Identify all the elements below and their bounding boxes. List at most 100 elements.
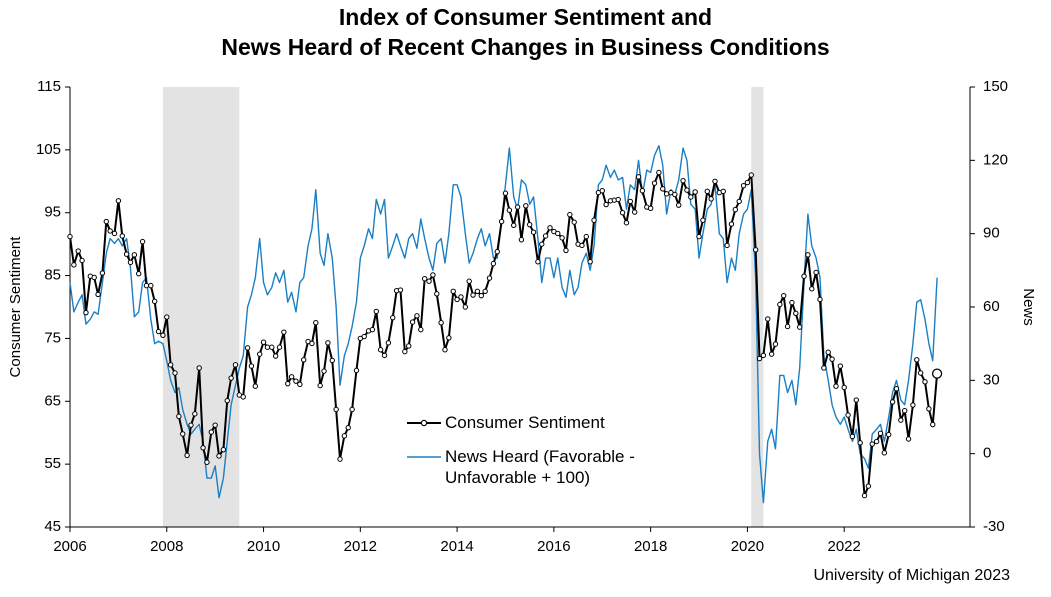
data-point: [821, 365, 827, 371]
data-point: [680, 177, 686, 184]
data-point: [136, 270, 142, 277]
y-tick-label: 85: [44, 267, 61, 284]
data-point: [260, 339, 267, 345]
data-point: [188, 422, 194, 428]
data-point: [486, 275, 493, 281]
data-point: [518, 237, 525, 243]
data-point: [857, 440, 863, 446]
data-point: [704, 188, 710, 195]
data-point: [180, 431, 186, 437]
data-point: [905, 436, 912, 442]
data-point: [406, 343, 412, 349]
data-point: [111, 230, 118, 237]
data-point: [131, 252, 138, 258]
data-point: [127, 259, 134, 266]
data-point: [466, 278, 472, 284]
data-point: [917, 370, 924, 376]
data-point: [744, 179, 751, 186]
chart-title: News Heard of Recent Changes in Business…: [221, 34, 830, 60]
data-point: [853, 397, 859, 403]
data-point: [317, 382, 323, 389]
x-tick-label: 2008: [150, 538, 183, 555]
data-point: [276, 344, 283, 350]
legend-swatch: [407, 456, 441, 458]
data-point: [474, 288, 481, 294]
data-point: [583, 233, 589, 240]
data-point: [898, 417, 904, 423]
data-point: [224, 397, 230, 404]
data-point: [345, 424, 351, 431]
data-point: [869, 441, 875, 447]
data-point: [272, 353, 279, 359]
data-point: [825, 349, 831, 355]
data-point: [184, 452, 190, 459]
x-tick-label: 2006: [53, 538, 86, 555]
data-point: [216, 453, 222, 459]
y2-tick-label: 150: [983, 78, 1008, 95]
data-point: [232, 362, 239, 368]
data-point: [430, 272, 436, 278]
data-point: [849, 433, 856, 440]
data-point: [212, 422, 218, 428]
data-point: [772, 341, 779, 347]
data-point: [402, 348, 408, 355]
data-point: [333, 406, 339, 413]
data-point: [926, 406, 932, 412]
x-tick-label: 2018: [634, 538, 667, 555]
data-point: [708, 196, 714, 202]
data-point: [414, 313, 420, 319]
data-point: [381, 352, 388, 359]
data-point: [647, 205, 654, 212]
data-point: [482, 288, 488, 294]
data-point: [385, 340, 392, 346]
data-point: [861, 492, 868, 499]
data-point: [426, 278, 432, 284]
data-point: [535, 259, 541, 265]
y-tick-label: 115: [37, 78, 61, 95]
data-point: [151, 298, 158, 305]
data-point: [712, 178, 718, 184]
data-point: [833, 383, 839, 389]
data-point: [599, 188, 605, 194]
data-point: [313, 320, 319, 326]
data-point: [176, 413, 182, 420]
data-point: [373, 308, 379, 315]
y2-tick-label: 120: [983, 151, 1008, 168]
data-point: [297, 381, 303, 388]
data-point: [837, 363, 844, 369]
data-point: [256, 351, 263, 357]
data-point: [619, 210, 626, 216]
data-point: [99, 270, 106, 276]
data-point: [341, 433, 348, 439]
data-point: [208, 429, 214, 435]
data-point: [91, 274, 97, 281]
y2-tick-label: -30: [983, 518, 1005, 535]
data-point: [167, 362, 174, 368]
data-point: [75, 248, 81, 254]
x-tick-label: 2012: [344, 538, 377, 555]
data-point: [244, 345, 251, 351]
data-point: [627, 198, 634, 205]
data-point: [615, 196, 621, 203]
data-point: [143, 282, 150, 289]
y-tick-label: 105: [36, 141, 61, 158]
data-point: [361, 333, 367, 340]
data-point: [523, 203, 529, 209]
data-point: [309, 340, 315, 347]
y-tick-label: 95: [44, 204, 61, 221]
data-point: [172, 370, 178, 376]
y-tick-label: 55: [44, 455, 61, 472]
data-point: [931, 368, 943, 379]
data-point: [252, 383, 259, 389]
data-point: [530, 229, 537, 235]
data-point: [651, 180, 658, 186]
data-point: [192, 411, 198, 417]
data-point: [724, 242, 730, 249]
data-point: [506, 207, 513, 213]
x-tick-label: 2022: [828, 538, 861, 555]
data-point: [353, 367, 360, 374]
legend-label: Consumer Sentiment: [445, 413, 605, 432]
data-point: [809, 286, 815, 292]
data-point: [591, 217, 597, 223]
data-point: [264, 344, 271, 350]
